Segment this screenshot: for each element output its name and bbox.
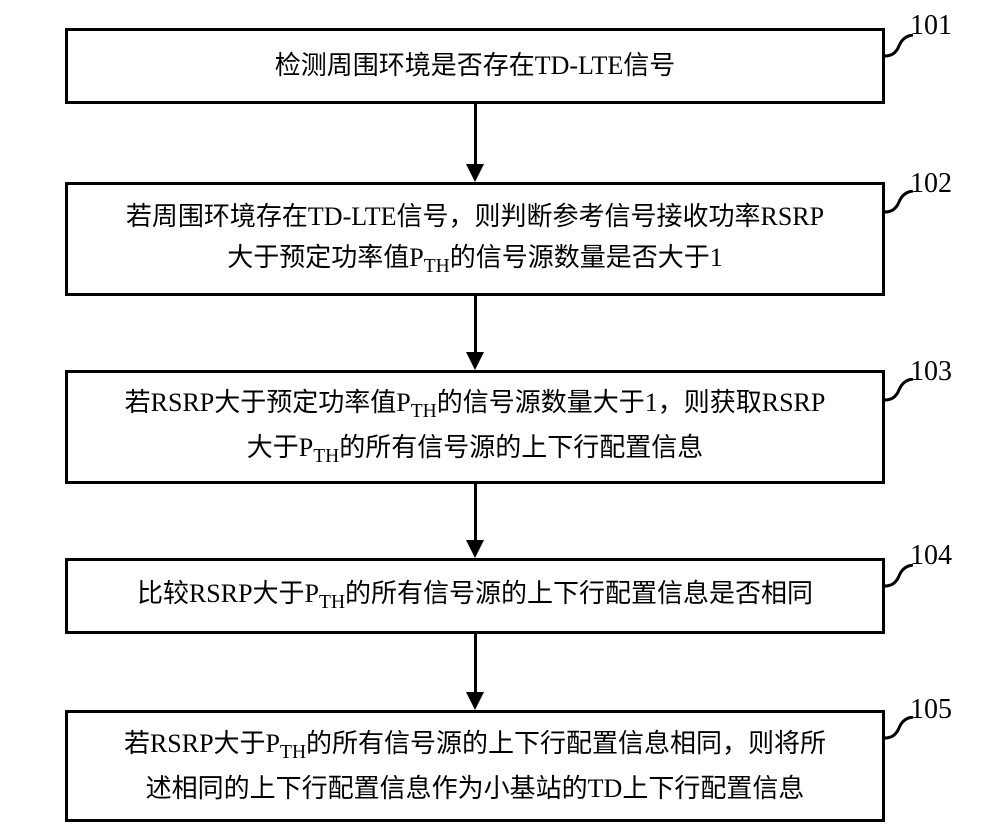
callout-105 [885,716,925,746]
step-box-101: 检测周围环境是否存在TD-LTE信号 [65,28,885,104]
arrow-line-4 [474,634,477,692]
callout-103 [885,378,925,408]
flowchart-canvas: 检测周围环境是否存在TD-LTE信号101若周围环境存在TD-LTE信号，则判断… [0,0,1000,824]
arrow-head-3 [466,540,484,558]
step-box-105: 若RSRP大于PTH的所有信号源的上下行配置信息相同，则将所述相同的上下行配置信… [65,710,885,822]
arrow-head-1 [466,164,484,182]
step-box-103: 若RSRP大于预定功率值PTH的信号源数量大于1，则获取RSRP大于PTH的所有… [65,370,885,484]
step-text-101: 检测周围环境是否存在TD-LTE信号 [275,45,676,87]
arrow-line-1 [474,104,477,164]
step-text-102: 若周围环境存在TD-LTE信号，则判断参考信号接收功率RSRP大于预定功率值PT… [126,196,824,283]
step-text-103: 若RSRP大于预定功率值PTH的信号源数量大于1，则获取RSRP大于PTH的所有… [125,382,826,473]
arrow-head-4 [466,692,484,710]
callout-101 [885,34,925,64]
arrow-line-3 [474,484,477,540]
step-text-104: 比较RSRP大于PTH的所有信号源的上下行配置信息是否相同 [137,573,813,618]
arrow-head-2 [466,352,484,370]
callout-102 [885,190,925,220]
step-box-102: 若周围环境存在TD-LTE信号，则判断参考信号接收功率RSRP大于预定功率值PT… [65,182,885,296]
step-text-105: 若RSRP大于PTH的所有信号源的上下行配置信息相同，则将所述相同的上下行配置信… [124,723,826,810]
arrow-line-2 [474,296,477,352]
callout-104 [885,564,925,594]
step-box-104: 比较RSRP大于PTH的所有信号源的上下行配置信息是否相同 [65,558,885,634]
